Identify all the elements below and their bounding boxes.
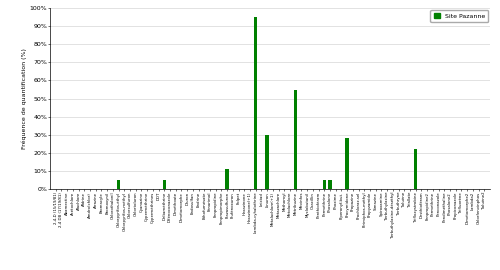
Bar	[414, 149, 418, 189]
Y-axis label: Fréquence de quantification (%): Fréquence de quantification (%)	[22, 48, 27, 149]
Bar	[346, 138, 349, 189]
Bar	[328, 180, 332, 189]
Bar	[117, 180, 120, 189]
Bar	[294, 89, 298, 189]
Bar	[226, 169, 229, 189]
Bar	[322, 180, 326, 189]
Bar	[254, 17, 258, 189]
Bar	[266, 135, 269, 189]
Bar	[162, 180, 166, 189]
Legend: Site Pazanne: Site Pazanne	[430, 10, 488, 22]
